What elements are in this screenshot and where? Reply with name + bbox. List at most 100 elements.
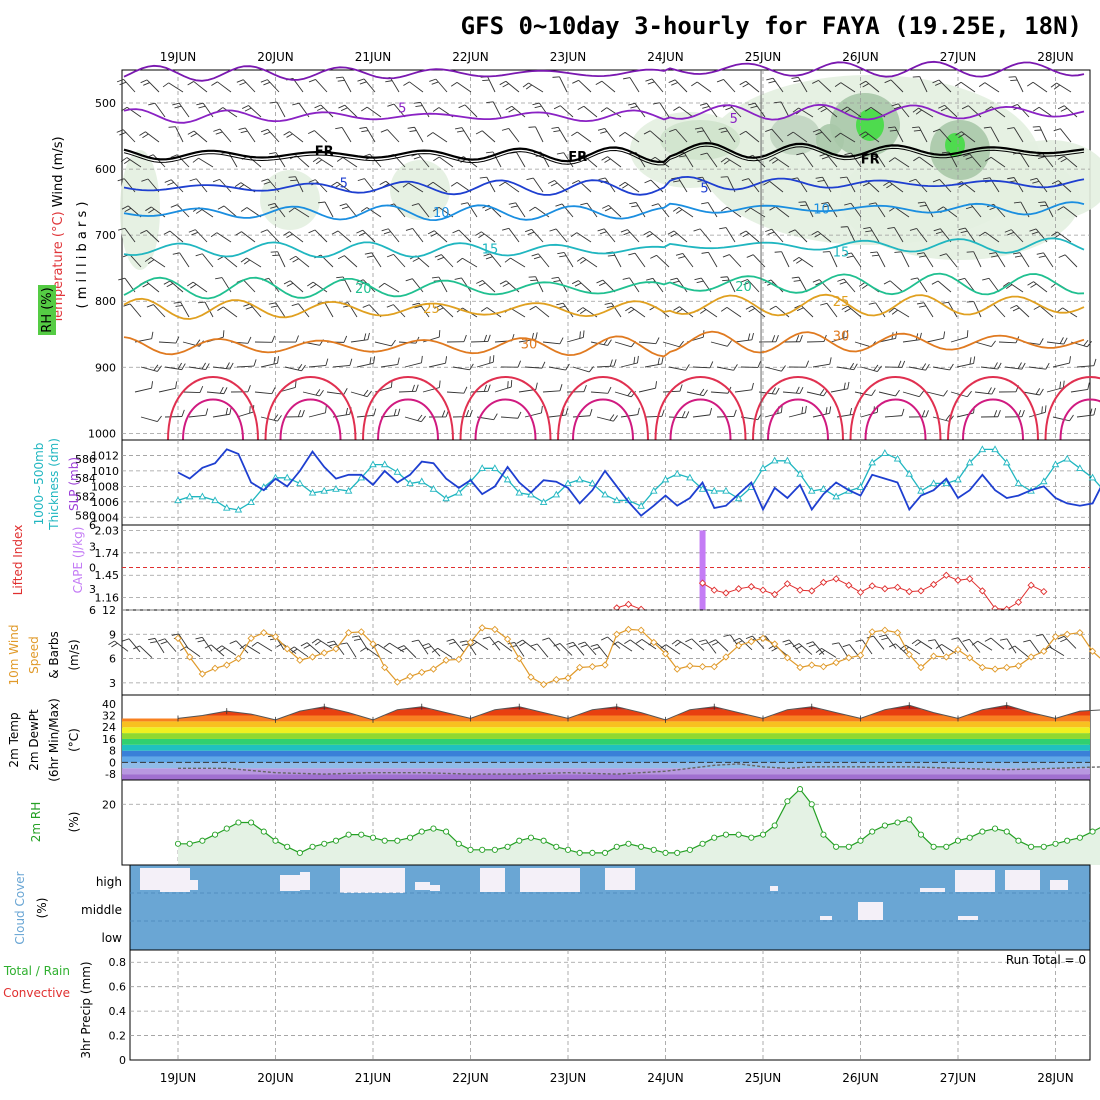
wind-barb xyxy=(676,308,683,313)
wind-barb xyxy=(1060,128,1072,143)
wind-barb xyxy=(908,366,926,371)
wind-barb xyxy=(1008,282,1024,293)
wind10m-marker xyxy=(260,629,268,637)
wind-barb xyxy=(120,157,128,162)
wind10m-marker xyxy=(418,668,426,676)
wind-barb xyxy=(894,307,910,318)
wind-barb xyxy=(248,105,262,118)
wind-barb xyxy=(356,362,374,368)
wind10m-barb xyxy=(701,642,709,646)
cloud-gap xyxy=(958,916,978,920)
wind-barb xyxy=(336,181,352,193)
wind-barb xyxy=(367,332,370,340)
wind-barb xyxy=(1017,362,1022,369)
thickness-marker xyxy=(332,484,340,492)
wind-barb xyxy=(374,341,392,347)
wind-barb xyxy=(676,209,683,214)
isotherm-label-7: 10 xyxy=(433,206,450,221)
top-date-20jun: 20JUN xyxy=(257,50,294,64)
wind-barb xyxy=(275,152,286,168)
wind-barb xyxy=(336,276,344,279)
wind-barb xyxy=(955,131,962,136)
wind-barb xyxy=(229,407,232,415)
wind10m-barb xyxy=(218,647,226,653)
wind-barb xyxy=(627,229,640,243)
wind-barb xyxy=(958,133,965,138)
rh2m-ticks: 20 xyxy=(102,798,116,811)
wind-barb xyxy=(746,254,754,258)
wind-barb xyxy=(481,231,496,243)
wind-barb xyxy=(236,411,254,418)
rh2m-marker xyxy=(272,837,279,844)
wind-barb xyxy=(918,107,934,118)
wind-barb xyxy=(211,81,218,86)
wind-barb xyxy=(886,183,893,189)
wind-barb xyxy=(963,153,971,157)
thickness-marker xyxy=(905,469,914,477)
wind-barb xyxy=(331,230,339,235)
wind-barb xyxy=(170,154,178,158)
wind-barb xyxy=(769,206,776,211)
wind-barb xyxy=(932,179,940,183)
wind-barb xyxy=(501,128,509,131)
wind-barb xyxy=(799,386,804,394)
wind-barb xyxy=(769,181,784,193)
wind-barb xyxy=(223,387,228,394)
wind-barb xyxy=(361,130,369,133)
wind-barb xyxy=(163,280,171,285)
wind-barb xyxy=(572,79,579,84)
wind10m-barb xyxy=(971,640,978,646)
wind-barb xyxy=(1069,356,1071,364)
wind-barb xyxy=(661,409,665,417)
wind-barb xyxy=(1011,229,1024,243)
wind10m-marker xyxy=(722,653,730,661)
rh2m-marker xyxy=(711,834,718,841)
wind10m-barb xyxy=(210,644,225,657)
wind-barb xyxy=(390,380,393,388)
wind-barb xyxy=(234,182,242,187)
wind-barb xyxy=(582,257,598,268)
wind-barb xyxy=(775,335,779,342)
precip-total-label: Total / Rain xyxy=(3,964,70,978)
wind-barb xyxy=(168,126,176,128)
wind-barb xyxy=(739,130,747,136)
bottom-date-25jun: 25JUN xyxy=(745,1071,782,1085)
wind-barb xyxy=(598,282,606,286)
wind-barb xyxy=(318,157,334,168)
wind-barb xyxy=(859,80,867,85)
cloud-middle-label: middle xyxy=(81,903,122,917)
wind-barb xyxy=(524,366,542,369)
wind-barb xyxy=(314,104,322,109)
wind-barb xyxy=(894,157,910,168)
wind-barb xyxy=(531,228,544,243)
wind-barb xyxy=(901,360,906,368)
wind-barb xyxy=(720,176,728,178)
wind-barb xyxy=(124,228,136,243)
wind10m-barb xyxy=(542,637,550,641)
wind10m-marker xyxy=(734,641,743,650)
wind-barb xyxy=(260,79,268,83)
wind-barb xyxy=(427,230,435,235)
wind-barb xyxy=(249,406,251,414)
wind-barb xyxy=(702,176,712,193)
wind10m-marker xyxy=(381,663,389,672)
wind10m-barb xyxy=(705,639,717,654)
wind-barb xyxy=(476,361,494,368)
wind10m-barb xyxy=(160,641,168,645)
wind-barb xyxy=(187,281,194,287)
wind-barb xyxy=(499,181,506,187)
wind-barb xyxy=(734,339,752,343)
wind-barb xyxy=(991,387,996,395)
wind-barb xyxy=(270,305,278,308)
wind-barb xyxy=(677,177,688,193)
dewpoint-label: 2m DewPt xyxy=(27,709,41,771)
wind-barb xyxy=(884,415,902,418)
wind-barb xyxy=(984,156,992,162)
wind-barb xyxy=(1007,177,1015,180)
wind-barb xyxy=(561,203,574,218)
wind-barb xyxy=(212,366,230,370)
height-label: 1000~500mb xyxy=(32,443,46,526)
wind-barb xyxy=(277,251,286,268)
wind-barb xyxy=(269,152,277,155)
wind-barb xyxy=(487,76,496,93)
